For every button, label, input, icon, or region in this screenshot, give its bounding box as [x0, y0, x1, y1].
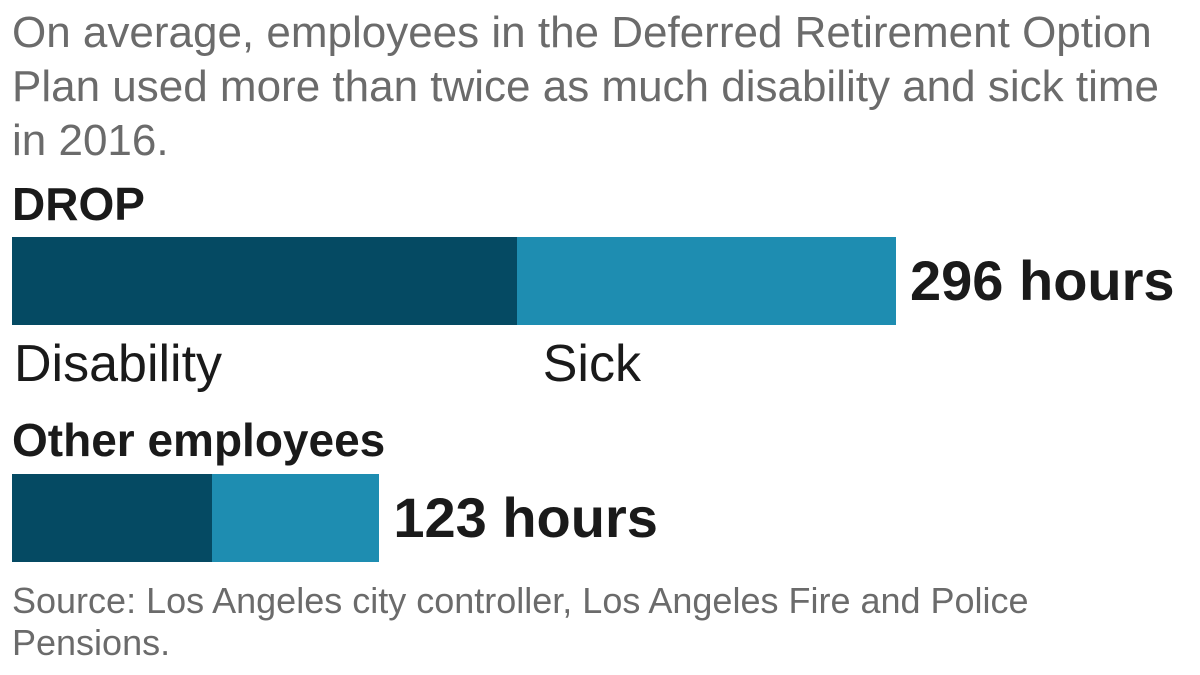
group-label-other-employees: Other employees: [12, 414, 386, 466]
chart-subtitle: On average, employees in the Deferred Re…: [12, 8, 1159, 165]
total-label-other-employees: 123 hours: [393, 486, 658, 549]
bar-segment-sick-drop: [516, 237, 896, 325]
bar-segment-disability-other-employees: [12, 474, 213, 562]
group-label-drop: DROP: [12, 178, 145, 230]
segment-label-sick: Sick: [542, 335, 641, 393]
total-label-drop: 296 hours: [910, 249, 1175, 312]
segment-label-disability: Disability: [14, 335, 223, 393]
bar-segment-sick-other-employees: [212, 474, 380, 562]
bar-segment-disability-drop: [12, 237, 517, 325]
source-note: Source: Los Angeles city controller, Los…: [12, 580, 1029, 663]
